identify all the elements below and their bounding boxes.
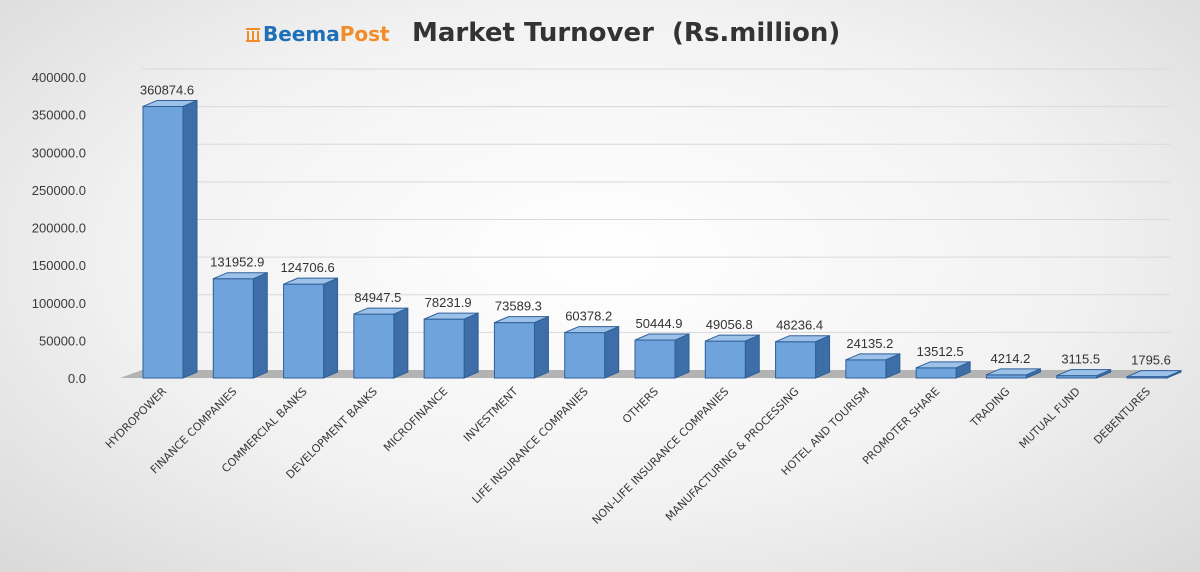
chart-title: Market Turnover (Rs.million) <box>412 18 841 48</box>
data-label: 131952.9 <box>210 255 264 270</box>
bar-front <box>564 332 606 379</box>
logo-beema: Beema <box>263 22 340 46</box>
data-label: 49056.8 <box>706 317 753 332</box>
bar-side <box>604 325 620 379</box>
x-tick-label: TRADING <box>967 385 1012 430</box>
bar-top <box>423 312 479 320</box>
data-label: 360874.6 <box>140 82 194 97</box>
bar-top <box>986 368 1041 376</box>
data-label: 73589.3 <box>495 299 542 314</box>
data-label: 60378.2 <box>565 309 612 324</box>
bar-top <box>775 335 830 343</box>
y-tick-label: 400000.0 <box>32 70 86 85</box>
bar-top <box>634 333 690 341</box>
bar-front <box>845 359 887 379</box>
x-tick-label: MUTUAL FUND <box>1017 385 1083 451</box>
bar <box>212 271 268 379</box>
x-tick-label: HYDROPOWER <box>103 385 169 451</box>
bar-front <box>142 105 184 379</box>
bar-side <box>674 333 690 379</box>
bar-front <box>915 367 957 379</box>
data-label: 48236.4 <box>776 318 823 333</box>
bar <box>915 361 971 379</box>
data-label: 3115.5 <box>1061 352 1100 367</box>
x-tick-label: MICROFINANCE <box>381 385 450 454</box>
logo: Beema Post <box>246 22 390 46</box>
bar-side <box>393 307 409 379</box>
bar <box>142 99 198 379</box>
data-label: 50444.9 <box>636 316 683 331</box>
y-tick-label: 250000.0 <box>32 183 86 198</box>
data-label: 124706.6 <box>280 260 334 275</box>
data-label: 1795.6 <box>1131 353 1171 368</box>
bar-side <box>744 334 760 379</box>
bar-side <box>323 277 339 379</box>
data-label: 24135.2 <box>846 336 893 351</box>
x-tick-label: LIFE INSURANCE COMPANIES <box>470 385 591 506</box>
bar <box>845 353 901 379</box>
logo-post: Post <box>339 22 390 46</box>
data-label: 4214.2 <box>991 351 1031 366</box>
bar-side <box>182 99 198 379</box>
bar-top <box>283 277 338 285</box>
bar <box>423 312 479 379</box>
bar-top <box>213 272 268 280</box>
x-tick-label: MANUFACTURING & PROCESSING <box>663 385 802 524</box>
bar <box>283 277 339 379</box>
bar-side <box>815 334 831 379</box>
bar-side <box>252 271 268 379</box>
bar <box>493 315 549 379</box>
bar-front <box>353 313 395 379</box>
bar-front <box>423 318 465 379</box>
bar-side <box>533 315 549 379</box>
x-tick-label: NON-LIFE INSURANCE COMPANIES <box>590 385 732 527</box>
bar <box>353 307 409 379</box>
bar-front <box>634 339 676 379</box>
bar-front <box>283 283 325 379</box>
building-icon <box>246 28 260 42</box>
y-tick-label: 150000.0 <box>32 258 86 273</box>
bar-front <box>704 340 746 379</box>
x-tick-label: INVESTMENT <box>461 385 521 445</box>
y-tick-label: 100000.0 <box>32 296 86 311</box>
data-label: 13512.5 <box>917 344 964 359</box>
data-label: 78231.9 <box>425 295 472 310</box>
bar-top <box>705 334 760 342</box>
bar-top <box>142 99 198 107</box>
bar-top <box>1126 370 1182 378</box>
x-tick-label: OTHERS <box>620 385 661 426</box>
bar <box>1126 369 1182 379</box>
bar-top <box>494 316 549 324</box>
x-tick-label: PROMOTER SHARE <box>860 385 942 467</box>
bar <box>1056 368 1112 379</box>
y-tick-label: 200000.0 <box>32 221 86 236</box>
y-tick-label: 300000.0 <box>32 145 86 160</box>
bar-top <box>564 326 619 334</box>
bar-top <box>915 361 971 369</box>
y-tick-label: 0.0 <box>68 371 86 386</box>
bar <box>775 334 831 379</box>
bar-top <box>1056 369 1111 377</box>
y-tick-label: 50000.0 <box>39 333 86 348</box>
bar-front <box>493 322 535 379</box>
y-tick-label: 350000.0 <box>32 108 86 123</box>
bar <box>564 325 620 379</box>
bar-front <box>212 278 254 379</box>
bar <box>985 368 1041 379</box>
bar-top <box>353 307 409 315</box>
bar-top <box>845 353 901 361</box>
data-label: 84947.5 <box>354 290 401 305</box>
bar <box>704 334 760 379</box>
bar-front <box>775 341 817 379</box>
bar-side <box>463 312 479 379</box>
bar <box>634 333 690 379</box>
x-tick-label: DEBENTURES <box>1091 385 1153 447</box>
